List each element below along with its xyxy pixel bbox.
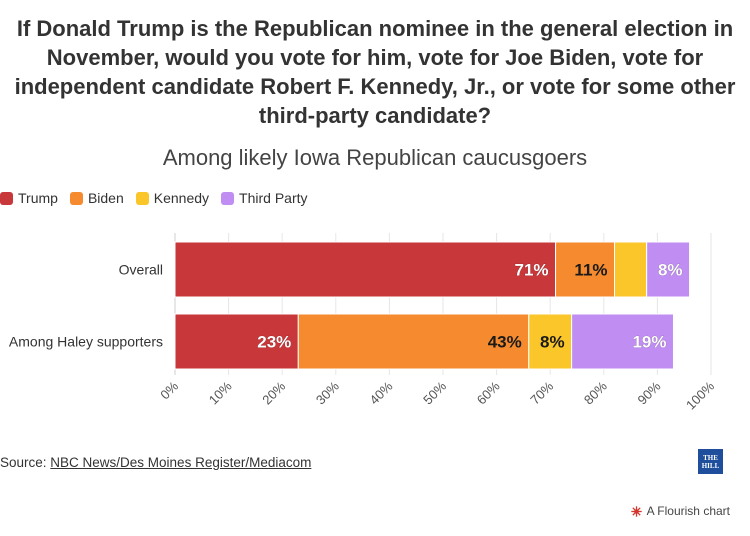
legend-item[interactable]: Kennedy xyxy=(135,190,210,206)
chart-title: If Donald Trump is the Republican nomine… xyxy=(14,16,736,128)
bar-chart: Overall 71% 11% 8% Among Haley supporters 23%… xyxy=(9,233,717,413)
the-hill-logo: THE HILL xyxy=(698,449,723,474)
bar-segment xyxy=(571,313,674,370)
x-tick-label: 80% xyxy=(581,378,610,407)
legend-swatch xyxy=(0,191,13,205)
legend-label: Third Party xyxy=(239,190,308,206)
legend-swatch xyxy=(69,191,83,205)
data-label: 8% xyxy=(658,261,683,280)
source-note: Source: NBC News/Des Moines Register/Med… xyxy=(0,455,311,470)
chart-subtitle: Among likely Iowa Republican caucusgoers xyxy=(162,145,588,170)
flourish-credit[interactable]: A Flourish chart xyxy=(630,504,730,518)
x-tick-label: 30% xyxy=(313,378,342,407)
legend-label: Biden xyxy=(87,190,124,206)
x-tick-label: 100% xyxy=(683,378,717,412)
legend-swatch xyxy=(221,191,235,205)
legend-item[interactable]: Trump xyxy=(0,190,58,206)
flourish-label: A Flourish chart xyxy=(646,504,730,518)
data-label: 11% xyxy=(574,261,607,280)
legend-item[interactable]: Third Party xyxy=(221,190,308,206)
data-label: 23% xyxy=(257,333,291,352)
category-label: Among Haley supporters xyxy=(9,334,163,350)
chart-legend: Trump Biden Kennedy Third Party xyxy=(0,189,320,207)
legend-item[interactable]: Biden xyxy=(69,190,124,206)
bar-segment xyxy=(174,313,299,370)
data-label: 71% xyxy=(515,261,549,280)
legend-label: Kennedy xyxy=(153,190,210,206)
x-tick-label: 10% xyxy=(206,378,235,407)
x-tick-label: 70% xyxy=(527,378,556,407)
data-label: 43% xyxy=(488,333,522,352)
data-label: 8% xyxy=(540,333,565,352)
bar-segment xyxy=(555,241,616,298)
x-tick-label: 40% xyxy=(367,378,396,407)
bar-segment xyxy=(174,241,557,298)
legend-label: Trump xyxy=(18,190,58,206)
data-label: 19% xyxy=(632,333,666,352)
bar-segment xyxy=(297,313,530,370)
bar-segment xyxy=(614,241,648,298)
flourish-icon xyxy=(630,505,642,517)
bar-segment xyxy=(646,241,691,298)
x-tick-label: 60% xyxy=(474,378,503,407)
x-tick-label: 50% xyxy=(420,378,449,407)
legend-swatch xyxy=(135,191,149,205)
x-tick-label: 0% xyxy=(157,378,181,402)
source-link[interactable]: NBC News/Des Moines Register/Mediacom xyxy=(50,455,312,470)
bar-segment xyxy=(528,313,573,370)
x-tick-label: 90% xyxy=(635,378,664,407)
x-tick-label: 20% xyxy=(259,378,288,407)
source-prefix: Source: xyxy=(0,455,51,470)
category-label: Overall xyxy=(119,262,163,278)
